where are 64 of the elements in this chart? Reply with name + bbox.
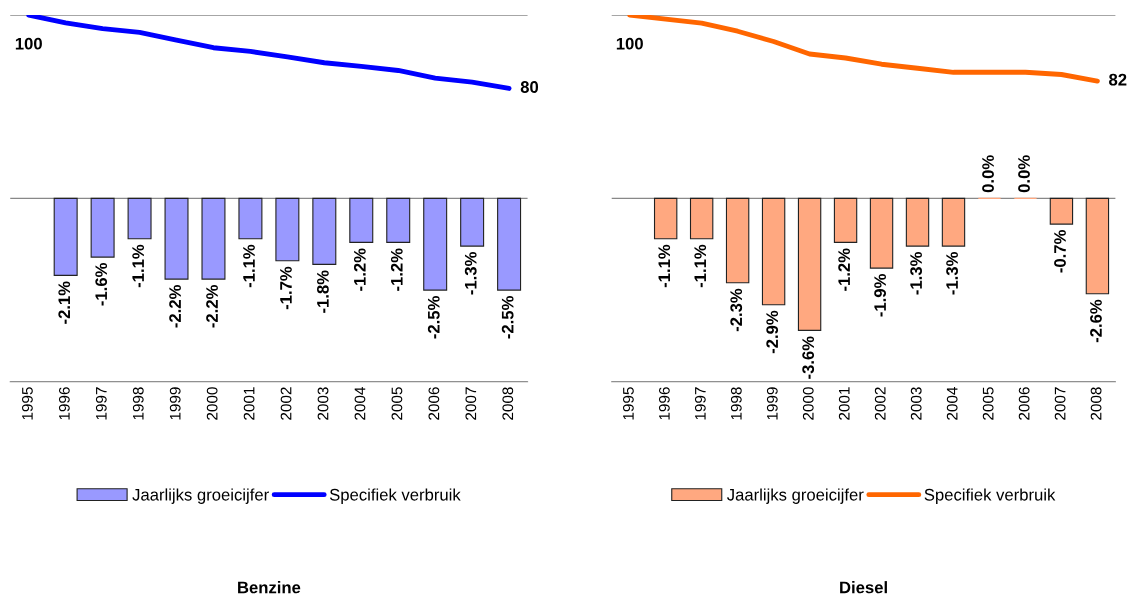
data-label: -1.3% — [946, 252, 958, 295]
data-label: -1.3% — [464, 252, 477, 295]
data-label: -0.7% — [1054, 230, 1066, 273]
data-label: -1.1% — [658, 244, 671, 288]
x-tick-label: 2006 — [428, 387, 440, 420]
x-tick-label: 2000 — [802, 387, 814, 420]
x-tick-label: 2007 — [1054, 387, 1066, 420]
data-label: -1.1% — [132, 244, 145, 288]
x-tick-label: 2002 — [874, 387, 886, 420]
x-tick-label: 2008 — [1090, 387, 1102, 420]
legend-label: Jaarlijks groeicijfer — [132, 488, 269, 504]
x-tick-label: 1999 — [169, 387, 181, 420]
x-tick-label: 1995 — [622, 387, 634, 420]
data-label: -1.8% — [317, 270, 329, 313]
data-label: 0.0% — [982, 155, 994, 193]
x-tick-label: 2008 — [502, 387, 514, 420]
x-tick-label: 1995 — [21, 387, 33, 420]
data-label: 100 — [15, 37, 42, 50]
x-tick-label: 2003 — [910, 387, 922, 420]
data-label: -1.6% — [95, 263, 108, 306]
data-label: -1.2% — [838, 248, 850, 291]
x-tick-label: 1996 — [58, 387, 70, 420]
data-label: -1.1% — [243, 244, 255, 288]
text: Benzine — [238, 581, 301, 594]
data-label: -2.3% — [730, 288, 743, 332]
data-label: -1.3% — [910, 252, 923, 295]
data-label: -2.2% — [206, 285, 218, 328]
x-tick-label: 1997 — [694, 387, 706, 420]
x-tick-label: 2001 — [243, 387, 255, 420]
data-label: -1.2% — [390, 248, 403, 291]
x-tick-label: 2004 — [946, 387, 958, 420]
legend-label: Jaarlijks groeicijfer — [727, 488, 864, 504]
data-label: -1.2% — [353, 248, 366, 291]
data-label: -3.6% — [802, 336, 815, 379]
x-tick-label: 2002 — [280, 387, 292, 420]
x-tick-label: 2005 — [982, 387, 994, 420]
data-label: -2.1% — [58, 281, 71, 324]
data-label: -1.1% — [694, 244, 707, 288]
text: Diesel — [840, 581, 887, 594]
x-tick-label: 2004 — [354, 387, 366, 420]
x-tick-label: 2007 — [465, 387, 477, 420]
x-tick-label: 2003 — [317, 387, 329, 420]
x-tick-label: 1999 — [766, 387, 778, 420]
data-label: -1.9% — [874, 274, 887, 317]
x-tick-label: 1996 — [658, 387, 670, 420]
data-label: -2.6% — [1090, 299, 1102, 343]
x-tick-label: 2006 — [1018, 387, 1030, 420]
data-label: -2.5% — [427, 296, 440, 339]
data-label: 82 — [1109, 73, 1127, 86]
data-label: 80 — [520, 81, 539, 93]
x-tick-label: 2000 — [206, 387, 218, 420]
legend-label: Specifiek verbruik — [924, 488, 1056, 504]
data-label: 100 — [616, 37, 643, 50]
legend-label: Specifiek verbruik — [329, 488, 461, 504]
x-tick-label: 1997 — [95, 387, 107, 420]
data-label: -2.2% — [169, 285, 181, 328]
x-tick-label: 1998 — [132, 387, 144, 420]
data-label: -2.9% — [766, 310, 779, 354]
x-tick-label: 2001 — [838, 387, 850, 420]
data-label: 0.0% — [1018, 155, 1030, 193]
x-tick-label: 1998 — [730, 387, 742, 420]
data-label: -2.5% — [501, 296, 514, 339]
data-label: -1.7% — [280, 266, 292, 310]
x-tick-label: 2005 — [391, 387, 403, 420]
